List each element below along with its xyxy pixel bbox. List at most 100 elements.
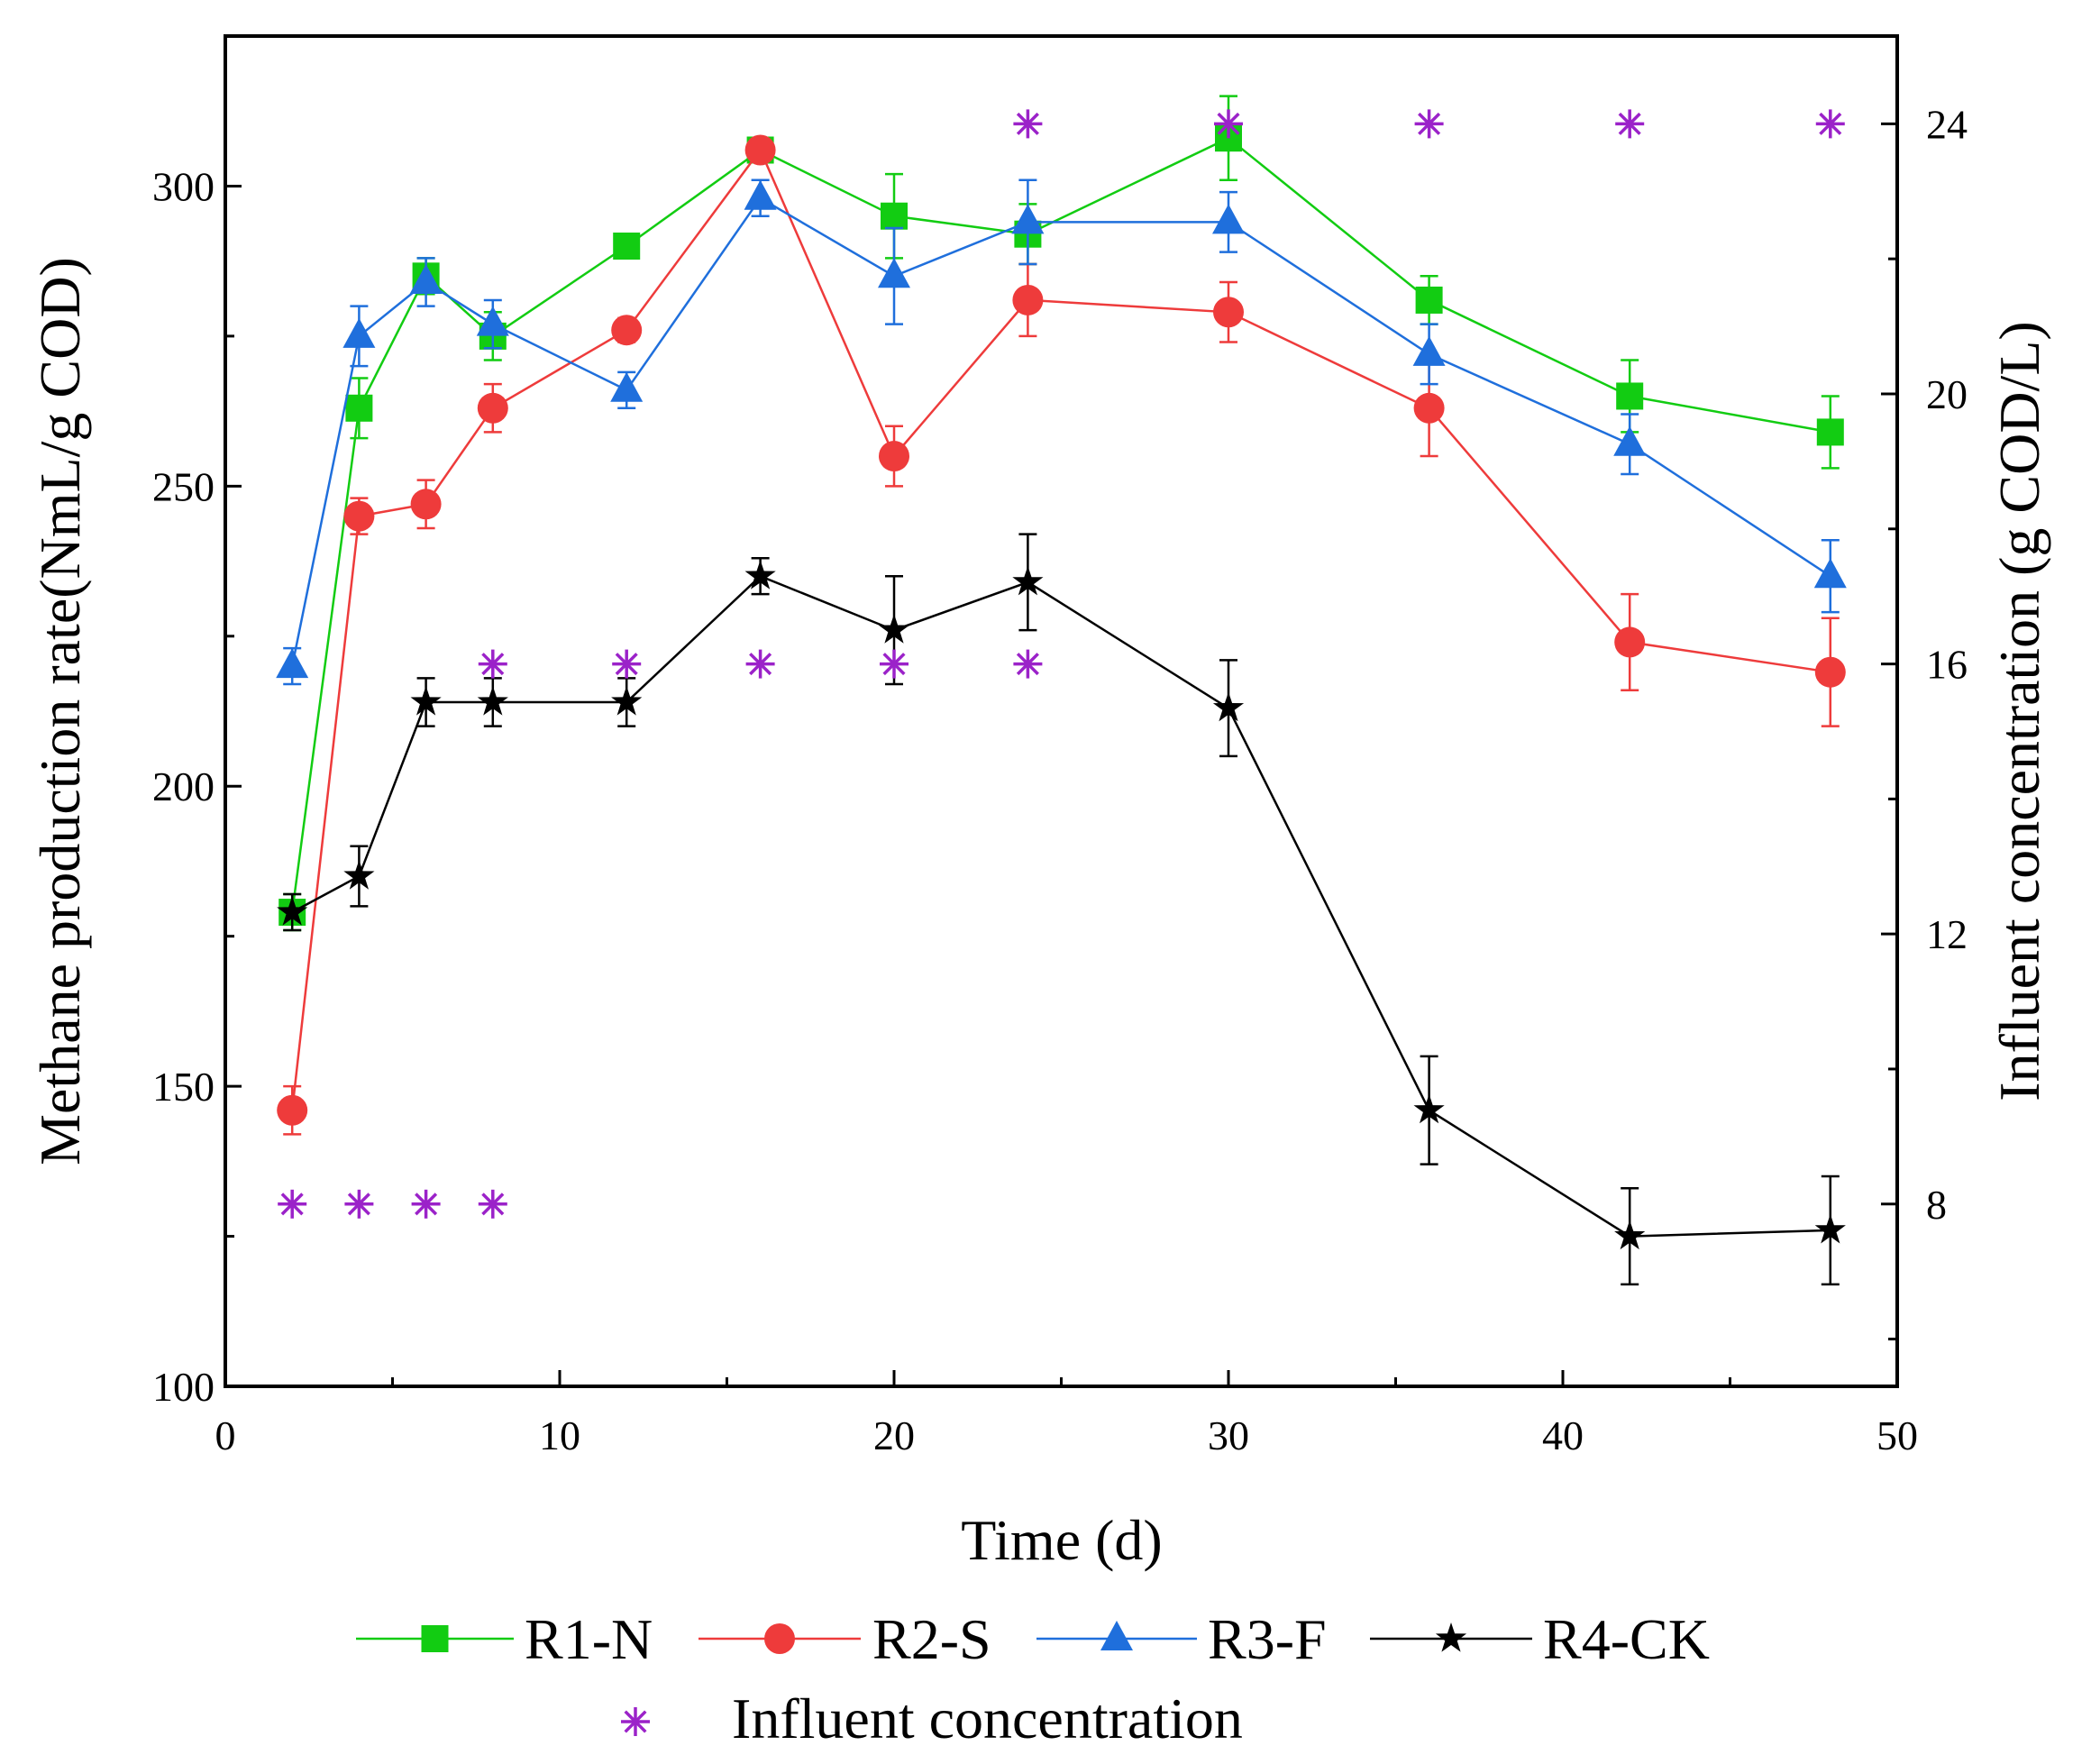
- asterisk-stroke: [481, 1193, 505, 1216]
- data-point-influent: [1615, 109, 1645, 139]
- asterisk-stroke: [1016, 653, 1039, 676]
- data-point-influent: [478, 1189, 507, 1219]
- legend-label-r2-s: R2-S: [872, 1607, 991, 1671]
- legend-label-influent: Influent concentration: [732, 1686, 1243, 1750]
- data-point-r3-f: [610, 371, 644, 402]
- x-tick-label: 0: [215, 1412, 236, 1458]
- data-point-r4-ck: [343, 860, 375, 890]
- data-point-r3-f: [1412, 335, 1446, 366]
- legend-item-r4-ck: [1370, 1622, 1532, 1652]
- y2-tick-label: 24: [1926, 101, 1968, 147]
- data-point-r3-f: [1613, 425, 1647, 456]
- data-point-r3-f: [342, 317, 376, 348]
- x-tick-label: 10: [539, 1412, 580, 1458]
- axes: 0 10 20 30 40 50 100 150 200 250 300 8 12 16 20 24: [152, 34, 1968, 1458]
- series-line-r1-n: [290, 136, 1831, 913]
- y-axis-title: Methane production rate(NmL/g COD): [28, 257, 92, 1165]
- asterisk-stroke: [615, 653, 638, 676]
- x-tick-label: 40: [1542, 1412, 1584, 1458]
- data-point-r4-ck: [1012, 565, 1044, 596]
- asterisk-stroke: [1819, 112, 1842, 135]
- x-tick-label: 30: [1208, 1412, 1249, 1458]
- data-point-r4-ck: [277, 896, 308, 926]
- data-point-r3-f: [276, 648, 309, 679]
- data-point-influent: [411, 1189, 441, 1219]
- y-tick-label: 250: [152, 463, 215, 509]
- asterisk-stroke: [624, 1710, 647, 1733]
- x-tick-label: 20: [873, 1412, 915, 1458]
- legend-marker: [421, 1625, 449, 1652]
- y2-tick-label: 16: [1926, 642, 1968, 688]
- series-r4-ck: [277, 533, 1846, 1286]
- y2-axis-title: Influent concentration (g COD/L): [1987, 321, 2051, 1101]
- data-point-influent: [478, 649, 507, 679]
- data-point-r2-s: [1012, 284, 1044, 315]
- series-r3-f: [276, 178, 1847, 686]
- y2-tick-label: 12: [1926, 911, 1968, 957]
- data-point-influent: [1815, 109, 1845, 139]
- data-point-r2-s: [611, 315, 643, 346]
- data-point-r4-ck: [477, 686, 508, 716]
- data-point-r1-n: [1415, 286, 1443, 314]
- data-point-r2-s: [744, 134, 776, 166]
- data-point-r2-s: [1413, 392, 1445, 424]
- legend-label-r4-ck: R4-CK: [1543, 1607, 1710, 1671]
- legend-marker: [621, 1707, 650, 1736]
- data-point-influent: [745, 649, 775, 679]
- y2-tick-label: 20: [1926, 371, 1968, 417]
- asterisk-stroke: [481, 653, 505, 676]
- asterisk-stroke: [1016, 112, 1039, 135]
- legend-marker: [1435, 1622, 1467, 1652]
- legend-item-influent: [621, 1707, 650, 1736]
- data-point-influent: [1013, 109, 1043, 139]
- y2-tick-label: 8: [1926, 1182, 1947, 1228]
- data-point-r1-n: [1816, 418, 1844, 446]
- data-point-r3-f: [744, 179, 777, 210]
- data-point-r1-n: [881, 202, 908, 230]
- x-tick-label: 50: [1876, 1412, 1918, 1458]
- data-point-influent: [1013, 649, 1043, 679]
- series-r2-s: [277, 134, 1846, 1136]
- data-point-r1-n: [345, 394, 373, 422]
- data-point-r3-f: [1212, 204, 1245, 234]
- legend-marker: [1100, 1621, 1133, 1650]
- asterisk-stroke: [749, 653, 772, 676]
- data-point-influent: [1414, 109, 1444, 139]
- legend-item-r1-n: [356, 1625, 514, 1652]
- data-point-r3-f: [1011, 204, 1045, 234]
- data-point-r3-f: [878, 258, 910, 288]
- data-point-r4-ck: [1212, 691, 1245, 722]
- data-point-r2-s: [277, 1094, 308, 1126]
- legend-label-r1-n: R1-N: [525, 1607, 653, 1671]
- data-point-r3-f: [409, 263, 443, 294]
- data-point-influent: [880, 649, 909, 679]
- y-tick-label: 150: [152, 1064, 215, 1110]
- y-tick-label: 300: [152, 163, 215, 209]
- legend: R1-N R2-S R3-F R4-CK Influent concentrat…: [356, 1607, 1710, 1750]
- data-point-r4-ck: [611, 686, 643, 716]
- y-tick-label: 100: [152, 1364, 215, 1410]
- data-point-r2-s: [1614, 626, 1646, 658]
- data-point-influent: [612, 649, 642, 679]
- legend-marker: [764, 1623, 795, 1654]
- data-point-r4-ck: [410, 686, 442, 716]
- data-point-r2-s: [343, 500, 375, 532]
- data-point-r1-n: [613, 233, 641, 260]
- asterisk-stroke: [882, 653, 906, 676]
- data-point-r2-s: [410, 489, 442, 520]
- data-point-r2-s: [1213, 297, 1244, 328]
- data-point-influent: [278, 1189, 307, 1219]
- data-point-r3-f: [1813, 558, 1847, 589]
- series-influent: [278, 109, 1845, 1219]
- data-point-r4-ck: [1413, 1093, 1445, 1124]
- data-point-r4-ck: [744, 560, 776, 590]
- series-line-r4-ck: [291, 574, 1831, 1238]
- data-point-r4-ck: [878, 614, 910, 644]
- data-point-r2-s: [879, 441, 909, 472]
- asterisk-stroke: [1418, 112, 1441, 135]
- data-point-r4-ck: [1614, 1220, 1646, 1250]
- data-point-r2-s: [1814, 656, 1846, 688]
- plot-area: [276, 95, 1847, 1286]
